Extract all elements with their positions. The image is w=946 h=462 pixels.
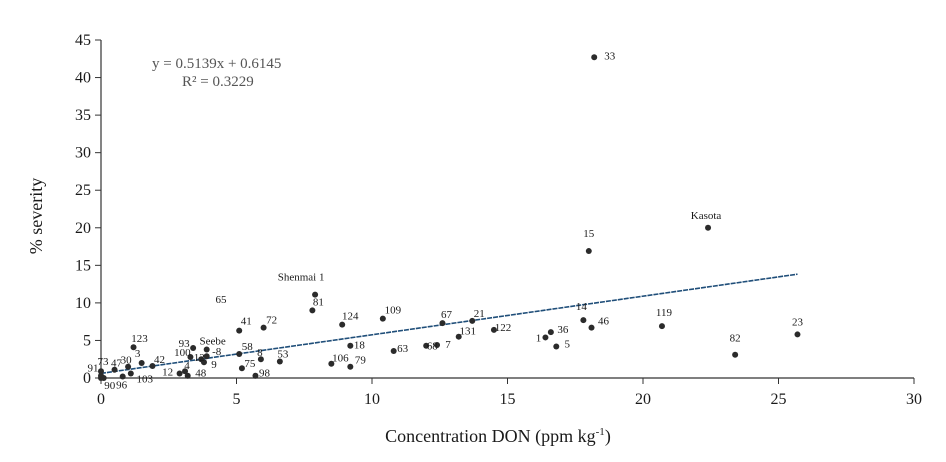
data-point-label: 124 (342, 311, 359, 323)
data-point-label: 46 (598, 316, 610, 328)
data-point (659, 323, 665, 329)
data-point (542, 334, 548, 340)
data-point-label: 48 (195, 368, 207, 380)
data-point-label: 41 (241, 316, 252, 328)
data-point-label: 4 (184, 360, 190, 372)
data-point-label: 98 (259, 368, 271, 380)
x-axis-title-end: ) (605, 426, 611, 447)
data-point-label: Shenmai 1 (278, 272, 325, 284)
x-tick-label: 5 (233, 391, 241, 408)
data-point-label: 91 (88, 363, 99, 375)
data-point-label: 103 (137, 373, 154, 385)
data-point-label: 1 (536, 332, 542, 344)
data-point-label: 79 (355, 355, 367, 367)
data-point-label: 119 (656, 307, 673, 319)
data-point (139, 360, 145, 366)
y-tick-label: 40 (75, 70, 91, 87)
data-point-label: 100 (174, 347, 191, 359)
data-point (236, 328, 242, 334)
data-point-label: 18 (354, 340, 366, 352)
x-tick-label: 30 (906, 391, 922, 408)
x-tick-label: 15 (500, 391, 516, 408)
data-point (548, 329, 554, 335)
data-point-label: 5 (565, 338, 571, 350)
x-tick-label: 10 (364, 391, 380, 408)
data-point (128, 370, 134, 376)
data-point-label: 36 (557, 324, 569, 336)
data-point-label: 53 (277, 348, 289, 360)
data-point (391, 348, 397, 354)
data-point-label: 81 (313, 296, 324, 308)
data-point (190, 345, 196, 351)
data-point (586, 248, 592, 254)
y-tick-label: 10 (75, 295, 91, 312)
data-point-label: 122 (495, 322, 512, 334)
data-point-label: 30 (121, 355, 133, 367)
y-tick-label: 30 (75, 145, 91, 162)
data-point (580, 317, 586, 323)
data-point-label: 23 (792, 316, 804, 328)
x-tick-label: 20 (635, 391, 651, 408)
y-tick-label: 5 (83, 332, 91, 349)
data-point-label: 123 (131, 333, 148, 345)
data-point (185, 373, 191, 379)
y-tick-label: 20 (75, 220, 91, 237)
data-point-label: 82 (730, 333, 741, 345)
data-point-label: 63 (397, 343, 409, 355)
y-axis-title: % severity (26, 178, 46, 254)
y-tick-label: 35 (75, 107, 91, 124)
data-point-label: 9 (211, 359, 217, 371)
data-point (589, 325, 595, 331)
data-point (553, 343, 559, 349)
data-point (705, 225, 711, 231)
data-point (794, 331, 800, 337)
x-axis-title-main: Concentration DON (ppm kg (385, 426, 595, 447)
data-point-label: 47 (111, 358, 123, 370)
data-point (177, 370, 183, 376)
data-point-label: 67 (441, 309, 453, 321)
data-point-label: Kasota (691, 210, 722, 222)
data-point-label: 15 (583, 228, 595, 240)
y-tick-label: 15 (75, 257, 91, 274)
data-point-label: -8 (212, 346, 222, 358)
data-point-label: 14 (576, 301, 588, 313)
data-point-label: 21 (474, 308, 485, 320)
data-point-label: 90 (104, 380, 116, 392)
data-point-label: 96 (116, 379, 128, 391)
data-point (347, 343, 353, 349)
data-point (591, 54, 597, 60)
data-point-label: 106 (332, 353, 349, 365)
data-point-label: 42 (154, 354, 165, 366)
y-tick-label: 45 (75, 32, 91, 49)
trendline-equation: y = 0.5139x + 0.6145 (152, 56, 281, 72)
x-axis-title: Concentration DON (ppm kg-1) (385, 426, 611, 447)
data-point-label: 109 (385, 305, 402, 317)
x-tick-label: 0 (97, 391, 105, 408)
data-point-label: 12 (194, 352, 205, 364)
data-point-label: 7 (445, 339, 451, 351)
trendline-r-squared: R² = 0.3229 (182, 74, 254, 90)
data-point-label: 68 (427, 341, 439, 353)
data-point (732, 352, 738, 358)
data-point-label: 73 (98, 356, 110, 368)
scatter-chart: 0510152025303540450 5 10 15 20 25 30 33Kasota1… (0, 0, 946, 462)
data-point-label: 33 (604, 50, 616, 62)
x-axis-title-sup: -1 (596, 426, 605, 438)
data-point-label: 58 (242, 341, 254, 353)
data-point-label: 72 (266, 315, 277, 327)
data-point-label: 65 (216, 294, 228, 306)
data-point-label: 3 (135, 348, 141, 360)
data-point-label: 75 (244, 358, 256, 370)
data-point-label: 8 (257, 347, 263, 359)
data-point-label: 12 (162, 366, 173, 378)
x-tick-label: 25 (771, 391, 787, 408)
data-point (252, 373, 258, 379)
data-point-label: 131 (459, 326, 476, 338)
y-tick-label: 25 (75, 182, 91, 199)
